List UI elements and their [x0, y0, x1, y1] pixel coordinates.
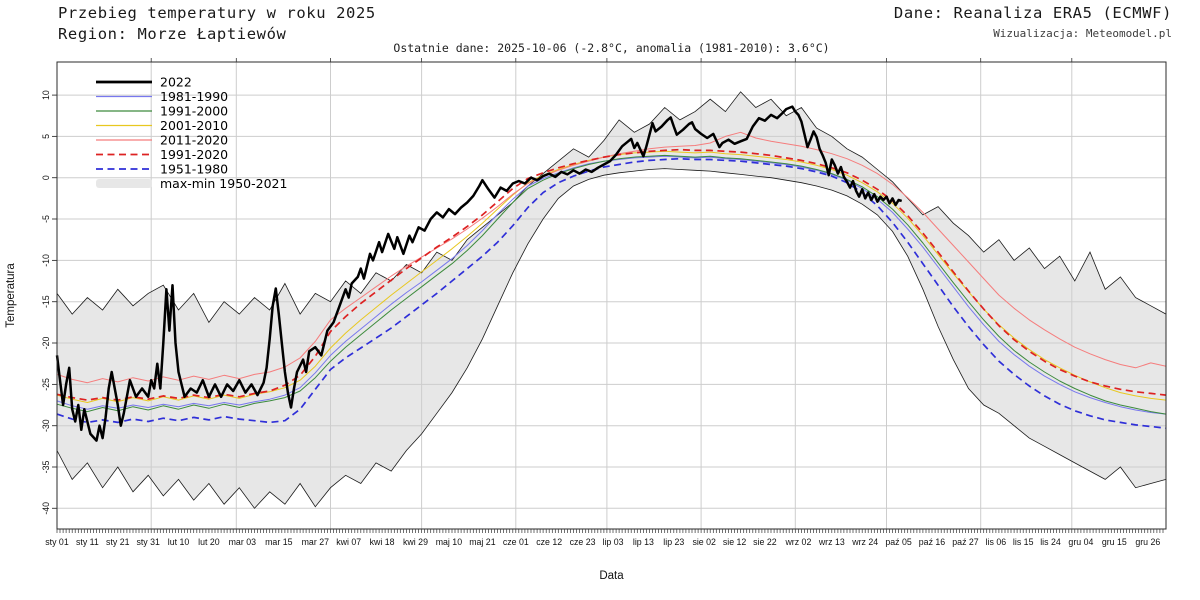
- series-line-1951-1980: [56, 157, 1167, 430]
- x-tick-label: lip 23: [663, 537, 684, 547]
- x-tick-label: sie 02: [692, 537, 716, 547]
- legend-label: 1981-1990: [160, 89, 228, 104]
- series-line-1991-2020: [56, 148, 1167, 401]
- x-tick-label: cze 01: [503, 537, 529, 547]
- plot-border: [56, 61, 1167, 530]
- y-tick-label: -15: [41, 295, 51, 308]
- region-subtitle: Region: Morze Łaptiewów: [58, 25, 287, 43]
- x-tick-label: kwi 18: [370, 537, 395, 547]
- visualization-credit: Wizualizacja: Meteomodel.pl: [993, 27, 1172, 40]
- data-source: Dane: Reanaliza ERA5 (ECMWF): [893, 4, 1172, 22]
- x-tick-label: cze 12: [536, 537, 562, 547]
- x-tick-label: sie 22: [753, 537, 777, 547]
- x-tick-label: wrz 02: [784, 537, 811, 547]
- x-tick-label: sty 11: [76, 537, 99, 547]
- x-tick-label: sty 21: [106, 537, 130, 547]
- y-tick-label: -20: [41, 337, 51, 350]
- x-tick-label: lut 10: [168, 537, 190, 547]
- x-tick-label: gru 04: [1068, 537, 1093, 547]
- legend-band-sample: [96, 179, 152, 188]
- y-tick-label: -35: [41, 461, 51, 474]
- x-tick-label: lut 20: [198, 537, 220, 547]
- y-tick-label: -30: [41, 419, 51, 432]
- x-tick-label: gru 15: [1102, 537, 1127, 547]
- y-axis-label: Temperatura: [5, 263, 17, 328]
- x-tick-label: kwi 29: [403, 537, 428, 547]
- legend-label: 1991-2020: [160, 147, 228, 162]
- band-min-edge: [56, 168, 1167, 509]
- y-tick-label: -25: [41, 378, 51, 391]
- series-line-2011-2020: [56, 131, 1167, 384]
- x-tick-label: lis 06: [986, 537, 1007, 547]
- legend-label: 1951-1980: [160, 161, 228, 176]
- legend-label: 2001-2010: [160, 118, 228, 133]
- legend-label: 2022: [160, 74, 192, 89]
- x-tick-label: sty 01: [45, 537, 69, 547]
- x-tick-label: lip 13: [633, 537, 654, 547]
- series-line-2022: [55, 105, 903, 442]
- last-data-note: Ostatnie dane: 2025-10-06 (-2.8°C, anoma…: [393, 41, 830, 55]
- x-tick-label: gru 26: [1135, 537, 1160, 547]
- x-tick-label: mar 03: [229, 537, 256, 547]
- x-tick-label: maj 21: [469, 537, 496, 547]
- legend-label: 1991-2000: [160, 103, 228, 118]
- x-tick-label: maj 10: [436, 537, 463, 547]
- x-tick-label: sty 31: [136, 537, 160, 547]
- legend-label: max-min 1950-2021: [160, 176, 287, 191]
- x-tick-label: wrz 24: [851, 537, 878, 547]
- x-tick-label: mar 15: [265, 537, 292, 547]
- y-tick-label: 10: [41, 90, 51, 100]
- x-tick-label: paź 27: [952, 537, 979, 547]
- x-tick-label: kwi 07: [336, 537, 361, 547]
- y-tick-label: -5: [41, 215, 51, 223]
- x-tick-label: lip 03: [602, 537, 623, 547]
- band-max-edge: [56, 91, 1167, 324]
- y-tick-label: -40: [41, 502, 51, 515]
- x-tick-label: lis 24: [1040, 537, 1061, 547]
- x-tick-label: mar 27: [302, 537, 329, 547]
- x-tick-label: wrz 13: [818, 537, 845, 547]
- legend-label: 2011-2020: [160, 132, 228, 147]
- x-tick-label: paź 05: [885, 537, 912, 547]
- page-title: Przebieg temperatury w roku 2025: [58, 4, 376, 22]
- x-tick-label: paź 16: [919, 537, 946, 547]
- x-tick-label: sie 12: [723, 537, 747, 547]
- x-tick-label: lis 15: [1013, 537, 1034, 547]
- x-tick-label: cze 23: [570, 537, 596, 547]
- y-tick-label: -10: [41, 254, 51, 267]
- y-tick-label: 5: [41, 134, 51, 139]
- max-min-band: [57, 91, 1166, 509]
- y-tick-label: 0: [41, 175, 51, 180]
- x-axis-label: Data: [599, 570, 624, 582]
